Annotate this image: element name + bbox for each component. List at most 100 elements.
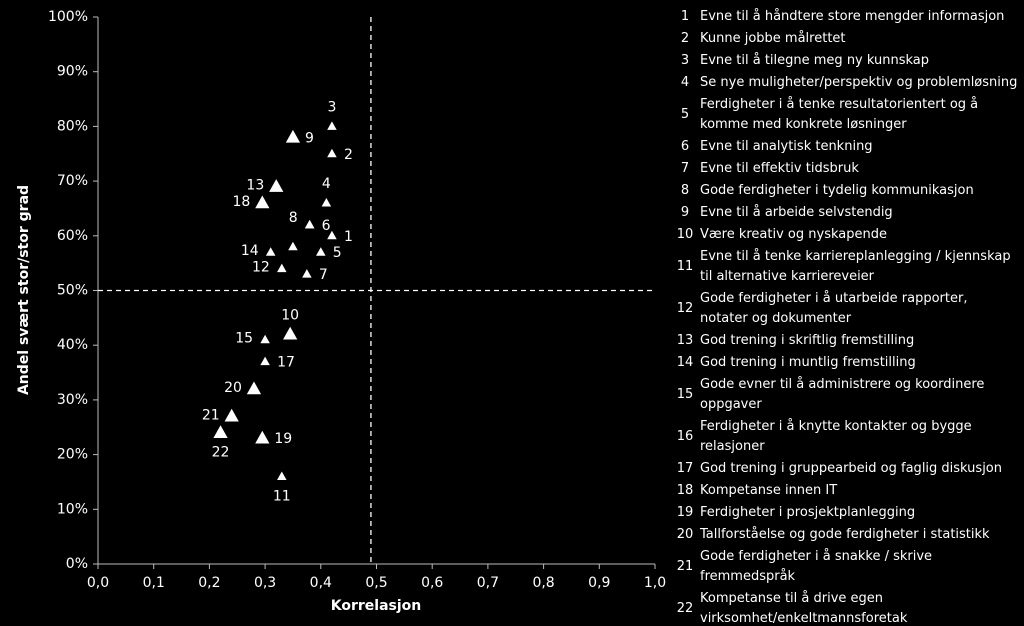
y-tick-label: 30% (57, 392, 88, 408)
data-point (269, 179, 284, 192)
point-label: 20 (224, 380, 242, 396)
y-tick-label: 0% (66, 556, 88, 572)
legend-item: 22 Kompetanse til å drive egen virksomhet… (670, 588, 1024, 626)
legend-number: 21 (676, 559, 694, 574)
legend-item: 11 Evne til å tenke karriereplanlegging /… (670, 246, 1024, 288)
data-point (327, 230, 337, 240)
x-tick-label: 0,3 (254, 575, 276, 591)
data-point (283, 326, 298, 340)
legend-text: Ferdigheter i å knytte kontakter og bygg… (700, 419, 972, 454)
legend-item: 1 Evne til å håndtere store mengder infor… (670, 6, 1024, 28)
legend-text: Evne til å tenke karriereplanlegging / k… (700, 249, 1011, 284)
chart: Korrelasjon Andel svært stor/stor grad 0… (16, 9, 666, 614)
legend-text: Kompetanse innen IT (700, 483, 838, 498)
data-point (304, 219, 315, 229)
legend-item: 12 Gode ferdigheter i å utarbeide rapport… (670, 288, 1024, 330)
point-label: 1 (344, 229, 353, 245)
x-tick-label: 0,2 (198, 575, 220, 591)
legend-number: 15 (676, 387, 694, 402)
legend-item: 5 Ferdigheter i å tenke resultatorientert… (670, 94, 1024, 136)
legend-item: 17 God trening i gruppearbeid og faglig d… (670, 458, 1024, 480)
data-point (213, 425, 228, 438)
data-point (246, 381, 262, 395)
point-label: 21 (202, 407, 220, 423)
data-point (288, 241, 298, 251)
legend-number: 17 (676, 461, 694, 476)
data-point (316, 247, 326, 256)
legend-number: 14 (676, 355, 694, 370)
point-label: 5 (333, 245, 342, 261)
legend-text: Evne til å arbeide selvstendig (700, 205, 893, 220)
y-axis-title: Andel svært stor/stor grad (16, 185, 32, 395)
legend-text: Gode ferdigheter i tydelig kommunikasjon (700, 183, 974, 198)
data-point (285, 129, 301, 143)
legend-item: 20 Tallforståelse og gode ferdigheter i s… (670, 524, 1024, 546)
legend-item: 3 Evne til å tilegne meg ny kunnskap (670, 50, 1024, 72)
legend-item: 4 Se nye muligheter/perspektiv og problem… (670, 72, 1024, 94)
x-axis-title: Korrelasjon (331, 598, 422, 614)
legend-number: 11 (676, 259, 694, 274)
legend-number: 19 (676, 505, 694, 520)
legend-item: 8 Gode ferdigheter i tydelig kommunikasjo… (670, 180, 1024, 202)
legend-text: Være kreativ og nyskapende (700, 227, 887, 242)
y-tick-label: 50% (57, 283, 88, 299)
legend-number: 13 (676, 333, 694, 348)
point-label: 11 (273, 488, 291, 504)
data-point (255, 430, 270, 444)
point-label: 10 (281, 307, 299, 323)
x-tick-label: 0,6 (421, 575, 443, 591)
data-point (327, 148, 337, 158)
point-label: 6 (322, 218, 331, 234)
legend-text: Evne til å tilegne meg ny kunnskap (700, 53, 930, 68)
y-tick-label: 10% (57, 501, 88, 517)
point-label: 14 (241, 243, 259, 259)
x-tick-label: 1,0 (644, 575, 666, 591)
point-label: 19 (274, 431, 292, 447)
point-label: 15 (235, 331, 253, 347)
data-point (260, 334, 270, 344)
legend-text: Gode ferdigheter i å utarbeide rapporter… (700, 291, 968, 326)
legend-item: 19 Ferdigheter i prosjektplanlegging (670, 502, 1024, 524)
legend-text: Evne til effektiv tidsbruk (700, 161, 859, 176)
point-label: 2 (344, 147, 353, 163)
legend-number: 12 (676, 301, 694, 316)
legend-number: 2 (680, 31, 690, 46)
data-point (277, 263, 287, 273)
legend-text: Ferdigheter i å tenke resultatorientert … (700, 97, 979, 132)
y-tick-label: 40% (57, 337, 88, 353)
legend: 1 Evne til å håndtere store mengder infor… (670, 6, 1024, 626)
legend-item: 13 God trening i skriftlig fremstilling (670, 330, 1024, 352)
point-label: 22 (212, 445, 230, 461)
point-label: 18 (232, 194, 250, 210)
legend-item: 6 Evne til analytisk tenkning (670, 136, 1024, 158)
y-tick-label: 100% (48, 9, 88, 25)
legend-number: 4 (680, 75, 690, 90)
legend-text: Evne til analytisk tenkning (700, 139, 873, 154)
legend-item: 2 Kunne jobbe målrettet (670, 28, 1024, 50)
legend-text: God trening i gruppearbeid og faglig dis… (700, 461, 1003, 476)
point-label: 3 (327, 99, 336, 115)
legend-number: 18 (676, 483, 694, 498)
legend-item: 18 Kompetanse innen IT (670, 480, 1024, 502)
y-tick-label: 20% (57, 447, 88, 463)
legend-number: 3 (680, 53, 690, 68)
data-point (255, 195, 270, 209)
y-tick-label: 70% (57, 173, 88, 189)
y-tick-label: 60% (57, 228, 88, 244)
point-label: 8 (289, 210, 298, 226)
data-point (224, 408, 239, 422)
x-tick-label: 0,9 (588, 575, 610, 591)
point-label: 12 (252, 260, 270, 276)
legend-number: 7 (680, 161, 690, 176)
point-label: 17 (277, 355, 295, 371)
legend-number: 8 (680, 183, 690, 198)
legend-item: 21 Gode ferdigheter i å snakke / skrive f… (670, 546, 1024, 588)
data-point (321, 197, 332, 207)
point-label: 7 (319, 267, 328, 283)
legend-text: God trening i muntlig fremstilling (700, 355, 916, 370)
legend-text: God trening i skriftlig fremstilling (700, 333, 915, 348)
legend-item: 7 Evne til effektiv tidsbruk (670, 158, 1024, 180)
x-tick-label: 0,7 (477, 575, 499, 591)
data-point (327, 121, 337, 130)
